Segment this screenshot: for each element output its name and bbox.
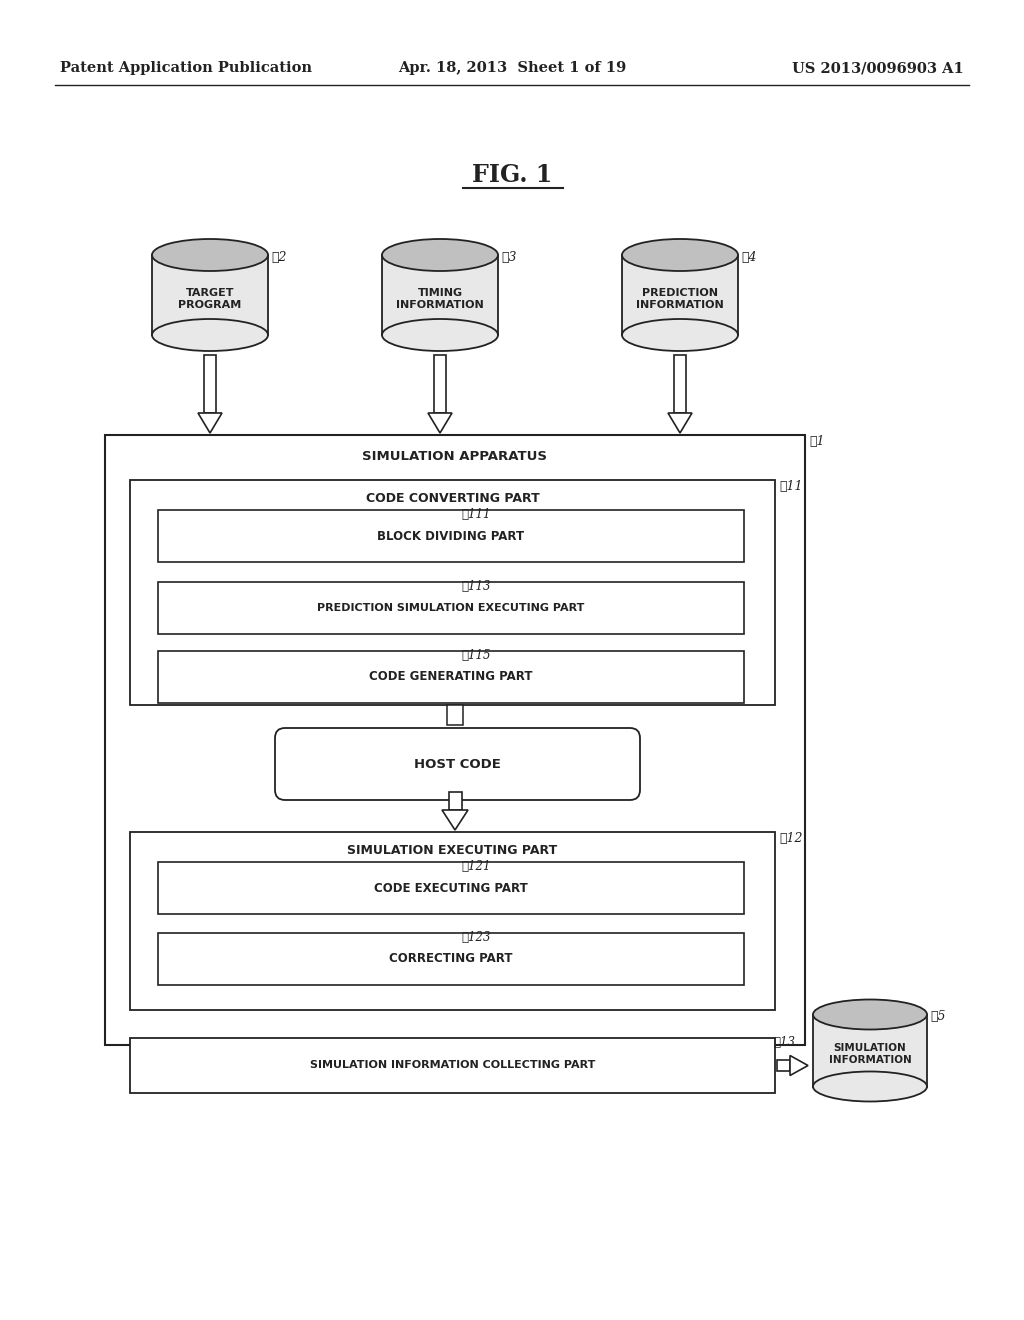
Ellipse shape [152,319,268,351]
Text: BLOCK DIVIDING PART: BLOCK DIVIDING PART [378,529,524,543]
Polygon shape [152,255,268,335]
Bar [158,582,744,634]
Text: CODE GENERATING PART: CODE GENERATING PART [370,671,532,684]
Text: PREDICTION
INFORMATION: PREDICTION INFORMATION [636,288,724,310]
Polygon shape [198,413,222,433]
Text: ∯12: ∯12 [779,832,803,845]
Polygon shape [813,1015,927,1086]
Polygon shape [622,255,738,335]
Bar [130,832,775,1010]
Bar [674,355,686,413]
Ellipse shape [622,319,738,351]
Text: ∯4: ∯4 [741,251,757,264]
Text: SIMULATION
INFORMATION: SIMULATION INFORMATION [828,1043,911,1065]
Polygon shape [428,413,452,433]
Text: ∯111: ∯111 [461,508,490,521]
Bar [130,1038,775,1093]
Bar [434,355,446,413]
Text: PREDICTION SIMULATION EXECUTING PART: PREDICTION SIMULATION EXECUTING PART [317,603,585,612]
Text: SIMULATION EXECUTING PART: SIMULATION EXECUTING PART [347,843,558,857]
Text: TARGET
PROGRAM: TARGET PROGRAM [178,288,242,310]
Bar [158,862,744,913]
Text: ∯5: ∯5 [930,1011,945,1023]
Text: CORRECTING PART: CORRECTING PART [389,953,513,965]
Text: ∯3: ∯3 [501,251,516,264]
Ellipse shape [622,239,738,271]
Text: SIMULATION APPARATUS: SIMULATION APPARATUS [362,450,548,463]
Ellipse shape [152,239,268,271]
Text: US 2013/0096903 A1: US 2013/0096903 A1 [793,61,964,75]
Ellipse shape [382,319,498,351]
Ellipse shape [382,239,498,271]
Bar [105,436,805,1045]
Text: ∯11: ∯11 [779,480,803,492]
Text: ∯113: ∯113 [461,579,490,593]
Bar [777,1060,790,1071]
Bar [158,651,744,704]
Text: CODE CONVERTING PART: CODE CONVERTING PART [366,491,540,504]
Bar [158,933,744,985]
Bar [204,355,216,413]
Polygon shape [382,255,498,335]
FancyBboxPatch shape [275,729,640,800]
Ellipse shape [813,1072,927,1101]
Polygon shape [668,413,692,433]
Text: ∯2: ∯2 [271,251,287,264]
Text: CODE EXECUTING PART: CODE EXECUTING PART [374,882,528,895]
Bar [449,792,462,810]
Text: ∯1: ∯1 [809,436,824,447]
Text: ∯123: ∯123 [461,931,490,944]
Polygon shape [790,1056,808,1076]
Text: ∯121: ∯121 [461,861,490,873]
Text: FIG. 1: FIG. 1 [472,162,552,187]
Text: ∯115: ∯115 [461,649,490,663]
Ellipse shape [813,999,927,1030]
Polygon shape [442,810,468,830]
Bar [447,705,463,725]
Bar [130,480,775,705]
Bar [158,510,744,562]
Text: Apr. 18, 2013  Sheet 1 of 19: Apr. 18, 2013 Sheet 1 of 19 [398,61,626,75]
Text: HOST CODE: HOST CODE [414,758,501,771]
Text: Patent Application Publication: Patent Application Publication [60,61,312,75]
Text: SIMULATION INFORMATION COLLECTING PART: SIMULATION INFORMATION COLLECTING PART [310,1060,595,1071]
Text: ∯13: ∯13 [773,1036,795,1049]
Text: TIMING
INFORMATION: TIMING INFORMATION [396,288,484,310]
